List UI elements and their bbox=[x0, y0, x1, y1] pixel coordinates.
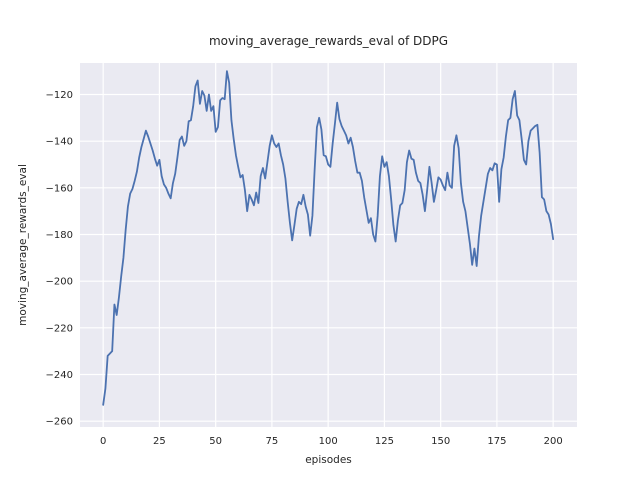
x-tick-label: 150 bbox=[431, 436, 450, 447]
y-gridlines bbox=[80, 93, 577, 422]
x-tick-label: 75 bbox=[266, 436, 279, 447]
x-tick-labels: 0 25 50 75 100 125 150 175 200 bbox=[100, 436, 563, 447]
x-tick-label: 125 bbox=[375, 436, 394, 447]
y-tick-label: −180 bbox=[46, 230, 73, 241]
y-tick-label: −260 bbox=[46, 417, 73, 428]
x-tick-label: 25 bbox=[153, 436, 166, 447]
y-tick-label: −120 bbox=[46, 90, 73, 101]
x-tick-label: 0 bbox=[100, 436, 106, 447]
y-tick-label: −160 bbox=[46, 183, 73, 194]
x-axis-label: episodes bbox=[305, 454, 352, 466]
chart-title: moving_average_rewards_eval of DDPG bbox=[209, 34, 448, 48]
x-tick-label: 100 bbox=[319, 436, 338, 447]
y-tick-label: −200 bbox=[46, 277, 73, 288]
y-axis-label: moving_average_rewards_eval bbox=[17, 164, 29, 326]
data-line bbox=[102, 70, 555, 406]
x-tick-label: 200 bbox=[544, 436, 563, 447]
y-tick-label: −140 bbox=[46, 137, 73, 148]
y-tick-label: −240 bbox=[46, 370, 73, 381]
y-tick-labels: −260 −240 −220 −200 −180 −160 −140 −120 bbox=[46, 90, 73, 428]
y-tick-label: −220 bbox=[46, 323, 73, 334]
x-tick-label: 175 bbox=[487, 436, 506, 447]
x-tick-label: 50 bbox=[209, 436, 222, 447]
data-series-group bbox=[102, 70, 555, 406]
